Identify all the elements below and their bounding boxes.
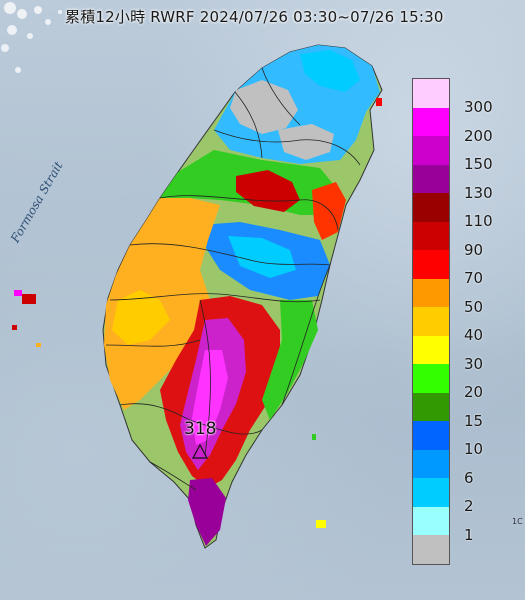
edge-mark: 1C [512,517,523,526]
legend-label: 110 [464,212,493,231]
legend-swatch [413,164,449,193]
legend-label: 6 [464,468,474,487]
legend-label: 10 [464,440,484,459]
legend-label: 70 [464,269,484,288]
legend-swatch [413,79,449,108]
legend-swatch [413,221,449,250]
cloud-speckles [1,2,62,73]
legend-label: 2 [464,497,474,516]
legend-swatch [413,193,449,222]
legend-label: 20 [464,383,484,402]
legend-label: 50 [464,297,484,316]
map-title: 累積12小時 RWRF 2024/07/26 03:30~07/26 15:30 [65,8,444,26]
legend-swatch [413,421,449,450]
legend-label: 300 [464,98,493,117]
legend-swatch [413,478,449,507]
legend-swatch [413,107,449,136]
boundary-lines [105,67,361,491]
legend-label: 150 [464,155,493,174]
legend-swatch [413,278,449,307]
legend-swatch [413,364,449,393]
legend-label: 30 [464,354,484,373]
legend-label: 40 [464,326,484,345]
legend-label: 15 [464,411,484,430]
legend-label: 130 [464,183,493,202]
legend-swatch [413,449,449,478]
rainfall-legend [412,78,450,565]
rainfall-patches [12,45,382,546]
legend-swatch [413,506,449,535]
legend-label: 200 [464,126,493,145]
legend-label: 90 [464,240,484,259]
legend-swatch [413,392,449,421]
legend-swatch [413,136,449,165]
legend-swatch [413,335,449,364]
legend-swatch [413,307,449,336]
legend-label: 1 [464,525,474,544]
legend-swatch [413,535,449,564]
legend-swatch [413,250,449,279]
max-rainfall-value: 318 [184,419,217,439]
max-marker-icon [191,443,209,459]
